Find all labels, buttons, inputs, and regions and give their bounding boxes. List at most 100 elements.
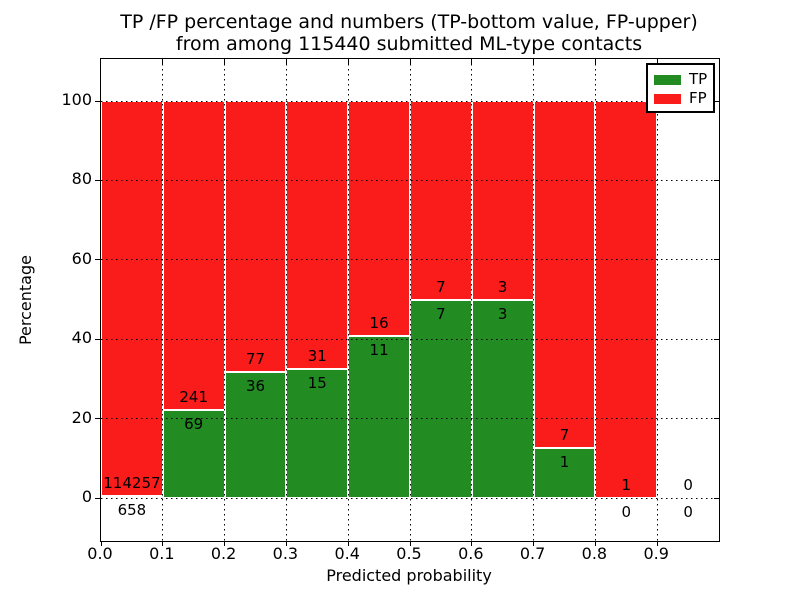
- x-tick-mark-top: [409, 59, 411, 64]
- x-tick-mark: [471, 541, 473, 546]
- x-tick-label: 0.9: [643, 544, 669, 563]
- y-tick-mark-right: [714, 100, 719, 102]
- bar-fp-segment: [348, 101, 410, 337]
- fp-count-label: 1: [621, 476, 632, 495]
- bar-tp-segment: [348, 336, 410, 499]
- x-gridline: [594, 59, 596, 541]
- x-tick-mark: [656, 541, 658, 546]
- x-tick-mark: [162, 541, 164, 546]
- bar-fp-segment: [410, 101, 472, 300]
- x-gridline: [471, 59, 473, 541]
- tp-count-label: 15: [307, 373, 327, 392]
- x-tick-label: 0.5: [396, 544, 422, 563]
- x-tick-mark-top: [533, 59, 535, 64]
- x-tick-mark-top: [594, 59, 596, 64]
- x-gridline: [533, 59, 535, 541]
- fp-count-label: 3: [497, 277, 508, 296]
- y-tick-label: 80: [71, 169, 92, 189]
- y-tick-label: 60: [71, 248, 92, 268]
- y-gridline: [101, 100, 719, 102]
- x-gridline: [409, 59, 411, 541]
- y-axis-label: Percentage: [16, 255, 35, 346]
- chart-title: TP /FP percentage and numbers (TP-bottom…: [90, 11, 728, 55]
- x-gridline: [285, 59, 287, 541]
- x-tick-label: 0.7: [519, 544, 546, 563]
- x-tick-label: 0.4: [334, 544, 360, 563]
- x-tick-mark: [285, 541, 287, 546]
- bar-fp-segment: [533, 101, 596, 449]
- y-gridline: [101, 259, 719, 261]
- fp-color-swatch: [654, 93, 681, 104]
- legend-label-tp: TP: [689, 70, 708, 88]
- y-gridline: [101, 418, 719, 420]
- tp-count-label: 0: [621, 503, 632, 522]
- bar-fp-segment: [224, 101, 287, 372]
- fp-count-label: 0: [683, 476, 693, 495]
- chart-title-line2: from among 115440 submitted ML-type cont…: [175, 33, 643, 55]
- x-gridline: [656, 59, 658, 541]
- x-gridline: [347, 59, 349, 541]
- fp-count-label: 7: [436, 277, 446, 296]
- x-tick-mark: [409, 541, 411, 546]
- x-tick-mark-top: [656, 59, 658, 64]
- x-tick-mark-top: [347, 59, 349, 64]
- x-tick-mark: [594, 541, 596, 546]
- bar-tp-segment: [286, 368, 349, 499]
- y-tick-label: 100: [61, 90, 92, 110]
- chart-title-line1: TP /FP percentage and numbers (TP-bottom…: [120, 11, 698, 33]
- x-tick-mark: [100, 541, 102, 546]
- tp-count-label: 36: [245, 376, 266, 395]
- x-tick-mark-top: [162, 59, 164, 64]
- x-gridline: [224, 59, 226, 541]
- legend-label-fp: FP: [689, 89, 707, 107]
- bar-tp-segment: [224, 371, 287, 499]
- fp-count-label: 114257: [103, 473, 161, 492]
- y-tick-mark: [95, 259, 100, 261]
- fp-count-label: 241: [179, 387, 208, 406]
- tp-count-label: 69: [184, 414, 204, 433]
- y-tick-mark-right: [714, 259, 719, 261]
- y-tick-mark: [95, 179, 100, 181]
- x-tick-mark-top: [224, 59, 226, 64]
- y-tick-mark: [95, 418, 100, 420]
- x-tick-label: 0.2: [210, 544, 237, 563]
- legend: TP FP: [646, 63, 715, 113]
- y-tick-mark-right: [714, 418, 719, 420]
- bar-tp-segment: [410, 299, 472, 499]
- bar-fp-segment: [471, 101, 534, 300]
- tp-count-label: 11: [369, 341, 389, 360]
- legend-entry-fp: FP: [654, 89, 713, 108]
- y-gridline: [101, 497, 719, 499]
- plot-area: 114257 658 241 69 77 36 31 15 16 11 7 7 3 3 7 1 1 0 0 0: [95, 58, 720, 546]
- bar-fp-segment: [101, 101, 163, 496]
- x-tick-label: 0.1: [149, 544, 175, 563]
- y-tick-label: 40: [71, 328, 92, 348]
- y-tick-mark: [95, 100, 100, 102]
- y-tick-mark-right: [714, 338, 719, 340]
- y-tick-label: 20: [71, 407, 92, 427]
- x-axis-label: Predicted probability: [326, 566, 492, 585]
- x-tick-mark-top: [471, 59, 473, 64]
- tp-count-label: 0: [683, 503, 693, 522]
- tp-count-label: 3: [497, 304, 508, 323]
- x-tick-mark: [533, 541, 535, 546]
- x-tick-mark: [347, 541, 349, 546]
- x-tick-label: 0.3: [272, 544, 299, 563]
- y-tick-mark-right: [714, 179, 719, 181]
- y-tick-mark-right: [714, 497, 719, 499]
- fp-count-label: 16: [369, 314, 389, 333]
- x-tick-label: 0.8: [581, 544, 608, 563]
- tp-count-label: 658: [117, 500, 147, 519]
- fp-count-label: 7: [559, 426, 570, 445]
- y-tick-label: 0: [81, 487, 92, 507]
- tp-color-swatch: [654, 74, 681, 85]
- x-tick-label: 0.0: [87, 544, 113, 563]
- y-gridline: [101, 338, 719, 340]
- x-gridline: [162, 59, 164, 541]
- fp-count-label: 31: [307, 346, 327, 365]
- legend-entry-tp: TP: [654, 70, 713, 89]
- bar-tp-segment: [533, 448, 596, 499]
- y-gridline: [101, 179, 719, 181]
- fp-count-label: 77: [245, 349, 266, 368]
